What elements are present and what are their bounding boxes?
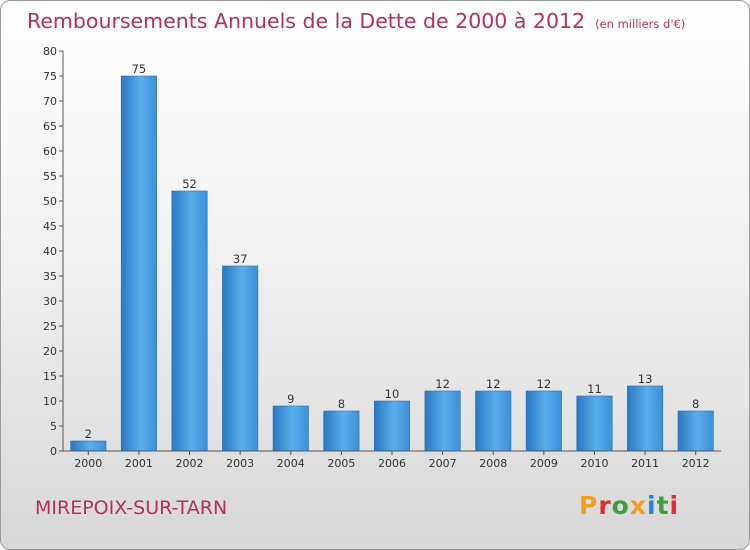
y-tick-label: 25: [43, 320, 57, 333]
bar-value-label: 37: [233, 252, 248, 266]
bar-value-label: 2: [85, 427, 92, 441]
y-tick-label: 15: [43, 370, 57, 383]
logo-letter: r: [598, 491, 612, 520]
bar: [525, 390, 562, 452]
y-tick-label: 55: [43, 170, 57, 183]
x-tick-label: 2000: [74, 457, 102, 470]
bar: [373, 400, 411, 452]
unit-label: (en milliers d'€): [595, 17, 686, 31]
y-tick-label: 40: [43, 245, 57, 258]
x-tick-label: 2002: [176, 457, 204, 470]
x-tick-label: 2006: [378, 457, 406, 470]
y-tick-label: 10: [43, 395, 57, 408]
y-tick-label: 35: [43, 270, 57, 283]
logo-letter: i: [647, 491, 657, 520]
bar-value-label: 12: [486, 377, 501, 391]
y-tick-label: 30: [43, 295, 57, 308]
x-tick-label: 2004: [277, 457, 305, 470]
logo-letter: o: [611, 491, 630, 520]
y-tick-label: 60: [43, 145, 57, 158]
bar: [475, 390, 512, 452]
bar: [627, 385, 664, 452]
y-tick-label: 5: [50, 420, 57, 433]
bar-value-label: 12: [435, 377, 450, 391]
chart-title: Remboursements Annuels de la Dette de 20…: [27, 9, 685, 33]
bars-group: 2 75 52 37 9 8 10 12 12 12 11 13 8: [70, 62, 714, 452]
y-tick-label: 70: [43, 95, 57, 108]
y-tick-label: 45: [43, 220, 57, 233]
y-tick-label: 80: [43, 45, 57, 58]
logo-letter: t: [656, 491, 670, 520]
x-tick-label: 2001: [125, 457, 153, 470]
y-axis: 0 5 10 15 20 25 30 35 40 45 50 55 60 65 70 75 80: [43, 45, 64, 458]
x-axis: 2000 2001 2002 2003 2004 2005 2006 2007 2008 2009…: [63, 450, 721, 470]
place-name: MIREPOIX-SUR-TARN: [35, 497, 228, 519]
logo-letter: x: [629, 491, 647, 520]
bar-value-label: 52: [182, 177, 197, 191]
bar-value-label: 13: [638, 372, 653, 386]
x-tick-label: 2008: [479, 457, 507, 470]
title-text: Remboursements Annuels de la Dette de 20…: [27, 9, 586, 33]
bar: [70, 440, 107, 452]
proxiti-logo: Proxiti: [579, 491, 679, 520]
bar-value-label: 9: [287, 392, 294, 406]
x-tick-label: 2011: [631, 457, 659, 470]
bar-value-label: 11: [587, 382, 602, 396]
x-tick-label: 2003: [226, 457, 254, 470]
bar: [222, 265, 259, 452]
x-tick-label: 2007: [429, 457, 457, 470]
bar-value-label: 75: [132, 62, 147, 76]
bar: [120, 75, 157, 452]
bar: [677, 410, 714, 452]
bar-value-label: 8: [692, 397, 699, 411]
y-tick-label: 65: [43, 120, 57, 133]
bar: [272, 405, 309, 452]
y-tick-label: 50: [43, 195, 57, 208]
x-tick-label: 2010: [580, 457, 608, 470]
bar: [323, 410, 360, 452]
bar-value-label: 10: [385, 387, 400, 401]
y-tick-label: 0: [50, 445, 57, 458]
bar: [424, 390, 461, 452]
bar: [171, 190, 208, 452]
bar-value-label: 12: [537, 377, 552, 391]
logo-letter: P: [579, 491, 599, 520]
y-tick-label: 20: [43, 345, 57, 358]
x-tick-label: 2012: [682, 457, 710, 470]
bar-value-label: 8: [338, 397, 345, 411]
y-tick-label: 75: [43, 70, 57, 83]
x-tick-label: 2005: [327, 457, 355, 470]
bar: [576, 395, 613, 452]
x-tick-label: 2009: [530, 457, 558, 470]
logo-letter: i: [669, 491, 680, 520]
